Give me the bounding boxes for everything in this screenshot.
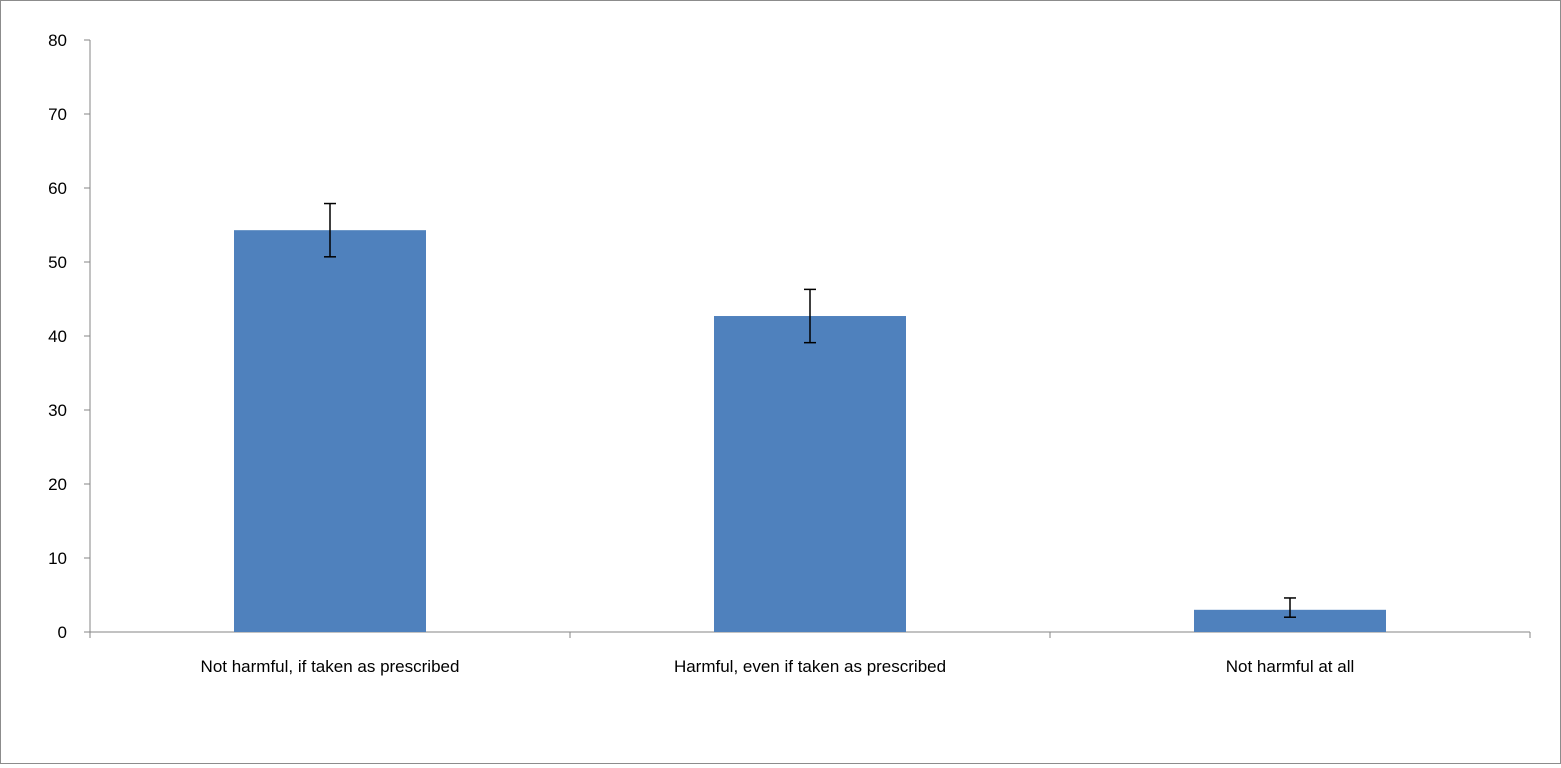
y-tick-label: 60 xyxy=(48,179,67,198)
y-tick-label: 20 xyxy=(48,475,67,494)
bar xyxy=(234,230,426,632)
x-category-label: Not harmful at all xyxy=(1226,657,1355,676)
y-tick-label: 30 xyxy=(48,401,67,420)
x-category-label: Not harmful, if taken as prescribed xyxy=(201,657,460,676)
y-tick-label: 0 xyxy=(58,623,67,642)
y-tick-label: 40 xyxy=(48,327,67,346)
bar xyxy=(1194,609,1386,632)
y-axis: 0 10 20 30 40 50 60 70 80 xyxy=(48,31,91,642)
error-bars xyxy=(324,202,1296,618)
y-tick-label: 80 xyxy=(48,31,67,50)
bar xyxy=(714,316,906,632)
y-tick-label: 50 xyxy=(48,253,67,272)
x-category-label: Harmful, even if taken as prescribed xyxy=(674,657,946,676)
y-tick-label: 70 xyxy=(48,105,67,124)
bars xyxy=(234,230,1386,632)
x-axis: Not harmful, if taken as prescribed Harmf… xyxy=(89,631,1531,676)
y-tick-label: 10 xyxy=(48,549,67,568)
